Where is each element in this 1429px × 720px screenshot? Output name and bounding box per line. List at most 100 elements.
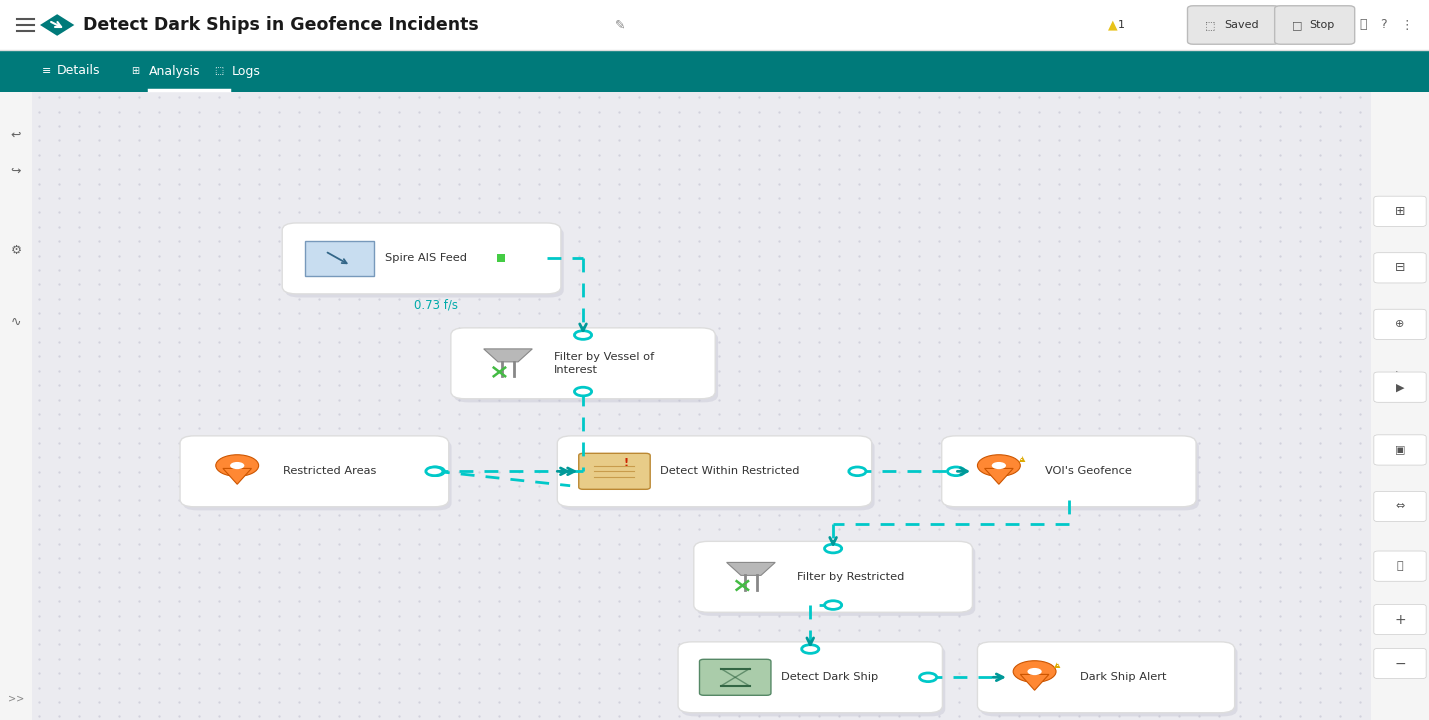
Polygon shape: [726, 562, 775, 575]
Text: ⊞: ⊞: [1395, 438, 1405, 449]
Text: ⊟: ⊟: [1395, 261, 1405, 274]
Circle shape: [230, 462, 244, 469]
Text: ▣: ▣: [1395, 445, 1405, 455]
FancyBboxPatch shape: [1373, 310, 1426, 340]
FancyBboxPatch shape: [1373, 435, 1426, 465]
FancyBboxPatch shape: [1373, 253, 1426, 283]
Text: Saved: Saved: [1225, 20, 1259, 30]
Text: Detect Dark Ship: Detect Dark Ship: [780, 672, 879, 683]
Text: ⬚: ⬚: [214, 66, 223, 76]
Text: !: !: [1056, 662, 1059, 667]
Text: □: □: [1292, 20, 1302, 30]
Circle shape: [216, 455, 259, 477]
FancyBboxPatch shape: [557, 436, 872, 507]
Text: ⬚: ⬚: [1205, 20, 1215, 30]
FancyBboxPatch shape: [1370, 92, 1429, 720]
Text: ▶: ▶: [1396, 369, 1405, 379]
Text: +: +: [1395, 613, 1406, 626]
FancyBboxPatch shape: [699, 660, 770, 696]
FancyBboxPatch shape: [31, 92, 1370, 720]
Text: Dark Ship Alert: Dark Ship Alert: [1080, 672, 1167, 683]
Text: ⊕: ⊕: [1395, 313, 1405, 323]
Polygon shape: [483, 349, 532, 362]
Text: Details: Details: [57, 65, 100, 78]
Text: ⊞: ⊞: [131, 66, 140, 76]
Text: ⊞⊟: ⊞⊟: [1390, 200, 1409, 210]
Text: ▲: ▲: [1019, 454, 1025, 463]
FancyBboxPatch shape: [696, 545, 975, 616]
FancyBboxPatch shape: [977, 642, 1235, 713]
FancyBboxPatch shape: [693, 541, 972, 612]
Circle shape: [426, 467, 443, 476]
FancyBboxPatch shape: [1373, 604, 1426, 634]
Text: ⋮: ⋮: [1400, 19, 1413, 32]
Text: ≡: ≡: [41, 66, 51, 76]
Text: ✎: ✎: [614, 19, 624, 32]
Text: ∿: ∿: [11, 316, 21, 329]
Text: >>: >>: [9, 693, 24, 703]
Text: Logs: Logs: [231, 65, 260, 78]
Polygon shape: [223, 469, 252, 485]
FancyBboxPatch shape: [942, 436, 1196, 507]
FancyBboxPatch shape: [180, 436, 449, 507]
FancyBboxPatch shape: [980, 645, 1238, 716]
FancyBboxPatch shape: [0, 50, 1429, 92]
Circle shape: [947, 467, 965, 476]
Text: ▲: ▲: [1107, 19, 1117, 32]
Text: Analysis: Analysis: [149, 65, 200, 78]
Text: ⊞⊟: ⊞⊟: [1390, 256, 1409, 266]
Text: ⊕: ⊕: [1395, 320, 1405, 329]
Text: VOI's Geofence: VOI's Geofence: [1045, 467, 1132, 477]
Text: 0.73 f/s: 0.73 f/s: [414, 298, 457, 311]
Circle shape: [920, 673, 936, 682]
FancyBboxPatch shape: [680, 645, 946, 716]
Polygon shape: [1020, 675, 1049, 690]
FancyBboxPatch shape: [284, 227, 563, 297]
FancyBboxPatch shape: [579, 454, 650, 490]
FancyBboxPatch shape: [1373, 551, 1426, 581]
Circle shape: [977, 455, 1020, 477]
Text: 1: 1: [1117, 20, 1125, 30]
Text: ▲: ▲: [1055, 660, 1060, 669]
Circle shape: [849, 467, 866, 476]
FancyBboxPatch shape: [1373, 196, 1426, 226]
FancyBboxPatch shape: [282, 223, 560, 294]
FancyBboxPatch shape: [1275, 6, 1355, 44]
Circle shape: [1027, 668, 1042, 675]
FancyBboxPatch shape: [0, 0, 1429, 50]
Circle shape: [574, 387, 592, 396]
Text: ▶: ▶: [1396, 382, 1405, 392]
FancyBboxPatch shape: [945, 439, 1199, 510]
FancyBboxPatch shape: [306, 241, 374, 276]
FancyBboxPatch shape: [0, 92, 31, 720]
FancyBboxPatch shape: [560, 439, 875, 510]
Text: ⤢: ⤢: [1396, 555, 1403, 565]
Circle shape: [825, 544, 842, 553]
Text: −: −: [1395, 657, 1406, 670]
Text: −: −: [1395, 652, 1405, 662]
Text: Detect Within Restricted: Detect Within Restricted: [660, 467, 800, 477]
Text: ↩: ↩: [11, 129, 21, 142]
Circle shape: [1013, 661, 1056, 683]
Polygon shape: [985, 469, 1013, 485]
Text: ?: ?: [1380, 19, 1388, 32]
Circle shape: [825, 600, 842, 609]
Text: Detect Dark Ships in Geofence Incidents: Detect Dark Ships in Geofence Incidents: [83, 16, 479, 34]
Text: ⊞: ⊞: [1395, 204, 1405, 218]
Text: Restricted Areas: Restricted Areas: [283, 467, 376, 477]
Text: ⇔: ⇔: [1395, 501, 1405, 511]
Circle shape: [574, 330, 592, 339]
Text: 👤: 👤: [1359, 19, 1366, 32]
Text: Spire AIS Feed: Spire AIS Feed: [384, 253, 467, 264]
Circle shape: [427, 467, 444, 476]
Polygon shape: [40, 14, 74, 36]
FancyBboxPatch shape: [1373, 648, 1426, 678]
Text: Filter by Restricted: Filter by Restricted: [796, 572, 905, 582]
Text: !: !: [1020, 455, 1023, 462]
Text: ⤢: ⤢: [1396, 561, 1403, 571]
Text: +: +: [1395, 605, 1405, 615]
FancyBboxPatch shape: [450, 328, 714, 399]
FancyBboxPatch shape: [183, 439, 452, 510]
FancyBboxPatch shape: [1373, 372, 1426, 402]
FancyBboxPatch shape: [1373, 491, 1426, 521]
